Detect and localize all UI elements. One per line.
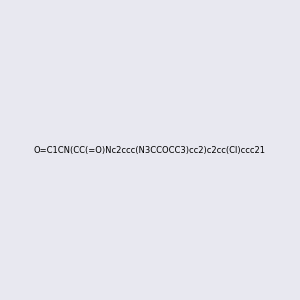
Text: O=C1CN(CC(=O)Nc2ccc(N3CCOCC3)cc2)c2cc(Cl)ccc21: O=C1CN(CC(=O)Nc2ccc(N3CCOCC3)cc2)c2cc(Cl… <box>34 146 266 154</box>
